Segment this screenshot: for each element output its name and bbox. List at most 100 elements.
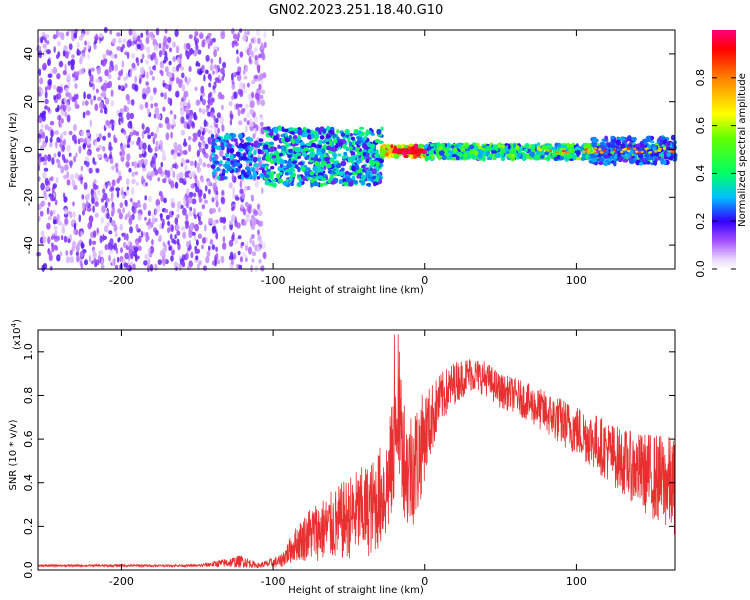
spectrogram-cell bbox=[54, 229, 58, 237]
spectrogram-cell bbox=[237, 250, 241, 256]
spectrogram-cell bbox=[110, 185, 115, 192]
spectrogram-cell bbox=[83, 182, 88, 190]
spectrogram-cell bbox=[84, 259, 88, 266]
spectrogram-cell bbox=[488, 153, 494, 158]
spectrogram-cell bbox=[211, 197, 215, 203]
spectrogram-cell bbox=[161, 257, 167, 264]
spectrogram-cell bbox=[182, 150, 188, 155]
spectrogram-cell bbox=[279, 171, 283, 176]
spectrogram-cell bbox=[517, 152, 522, 157]
spectrogram-cell bbox=[332, 139, 338, 144]
spectrogram-cell bbox=[51, 157, 55, 166]
spectrogram-cell bbox=[323, 153, 327, 158]
spectrogram-cell bbox=[149, 245, 155, 254]
spectrogram-cell bbox=[228, 239, 234, 247]
spectrogram-cell bbox=[173, 114, 177, 120]
spectrogram-cell bbox=[154, 146, 158, 152]
spectrogram-cell bbox=[172, 41, 176, 48]
spectrogram-cell bbox=[291, 153, 297, 158]
spectrogram-cell bbox=[192, 170, 196, 178]
spectrogram-cell bbox=[167, 220, 171, 226]
spectrogram-cell bbox=[106, 212, 110, 220]
spectrogram-cell bbox=[219, 216, 224, 224]
snr-scale-suffix: ) bbox=[12, 319, 23, 323]
spectrogram-cell bbox=[194, 223, 200, 232]
spectrogram-cell bbox=[66, 179, 71, 186]
spectrogram-cell bbox=[236, 49, 239, 55]
spectrogram-cell bbox=[80, 32, 85, 38]
spectrogram-cell bbox=[484, 147, 488, 152]
spectrogram-cell bbox=[65, 31, 69, 37]
spectrogram-cell bbox=[214, 259, 217, 267]
spectrogram-cell bbox=[297, 181, 303, 187]
spectrogram-cell bbox=[162, 241, 166, 247]
spectrogram-cell bbox=[403, 154, 409, 159]
spectrogram-cell bbox=[60, 165, 65, 174]
spectrogram-cell bbox=[68, 43, 73, 51]
spectrogram-cell bbox=[48, 177, 54, 182]
spectrogram-cell bbox=[238, 103, 243, 108]
spectrogram-cell bbox=[191, 122, 196, 129]
spectrogram-cell bbox=[253, 217, 257, 226]
spectrogram-cell bbox=[633, 147, 637, 151]
spectrogram-cell bbox=[180, 116, 185, 124]
spectrogram-cell bbox=[99, 235, 103, 244]
spectrogram-cell bbox=[601, 138, 606, 142]
spectrogram-cell bbox=[65, 250, 69, 256]
spectrogram-cell bbox=[309, 171, 315, 176]
spectrogram-cell bbox=[411, 149, 417, 153]
spectrogram-cell bbox=[116, 46, 121, 51]
spectrogram-cell bbox=[486, 156, 493, 161]
spectrogram-cell bbox=[215, 232, 219, 240]
spectrogram-cell bbox=[93, 43, 97, 50]
spectrogram-cell bbox=[288, 171, 294, 176]
spectrogram-cell bbox=[74, 83, 78, 89]
spectrogram-cell bbox=[249, 122, 254, 128]
spectrogram-cell bbox=[140, 158, 145, 164]
spectrogram-cell bbox=[197, 100, 201, 105]
spectrogram-cell bbox=[53, 153, 57, 158]
spectrogram-cell bbox=[223, 134, 230, 141]
spectrogram-cell bbox=[198, 211, 203, 217]
spectrogram-cell bbox=[500, 149, 505, 154]
spectrogram-cell bbox=[109, 244, 114, 251]
spectrogram-cell bbox=[438, 150, 445, 156]
spectrogram-cell bbox=[81, 67, 85, 75]
spectrogram-cell bbox=[645, 135, 652, 142]
spectrogram-cell bbox=[575, 149, 581, 156]
spectrogram-cell bbox=[104, 69, 109, 77]
spectrogram-cell bbox=[51, 242, 54, 248]
spectrogram-cell bbox=[181, 157, 185, 164]
spectrogram-cell bbox=[321, 140, 327, 144]
spectrogram-cell bbox=[188, 48, 192, 55]
spectrogram-cell bbox=[132, 206, 136, 215]
spectrogram-cell bbox=[64, 217, 69, 225]
spectrogram-cell bbox=[125, 94, 130, 101]
spectrogram-cell bbox=[544, 151, 550, 156]
spectrogram-cell bbox=[115, 187, 121, 192]
spectrogram-cell bbox=[137, 245, 142, 251]
spectrogram-cell bbox=[334, 144, 339, 149]
spectrogram-cell bbox=[307, 142, 313, 147]
spectrogram-cell bbox=[246, 185, 251, 191]
spectrogram-cell bbox=[207, 37, 211, 44]
snr-x-tick-label: -200 bbox=[109, 575, 134, 588]
spectrogram-cell bbox=[268, 132, 273, 136]
spectrogram-cell bbox=[225, 160, 231, 165]
spectrogram-y-ticks: -40 -20 0 20 40 bbox=[22, 47, 675, 254]
spectrogram-cell bbox=[101, 59, 107, 67]
spectrogram-cell bbox=[87, 53, 90, 60]
spectrogram-cell bbox=[44, 98, 49, 105]
spectrogram-cell bbox=[426, 155, 433, 160]
spectrogram-cell bbox=[111, 165, 115, 171]
spectrogram-cell bbox=[175, 45, 180, 54]
spectrogram-cell bbox=[365, 183, 372, 187]
spectrogram-cell bbox=[244, 185, 248, 192]
spectrogram-cell bbox=[441, 154, 447, 161]
spectrogram-cell bbox=[173, 261, 178, 269]
spectrogram-cell bbox=[79, 58, 83, 65]
spectrogram-cell bbox=[335, 162, 342, 169]
spectrogram-cell bbox=[336, 129, 340, 134]
spectrogram-cell bbox=[201, 244, 204, 250]
spectrogram-cell bbox=[236, 222, 241, 229]
